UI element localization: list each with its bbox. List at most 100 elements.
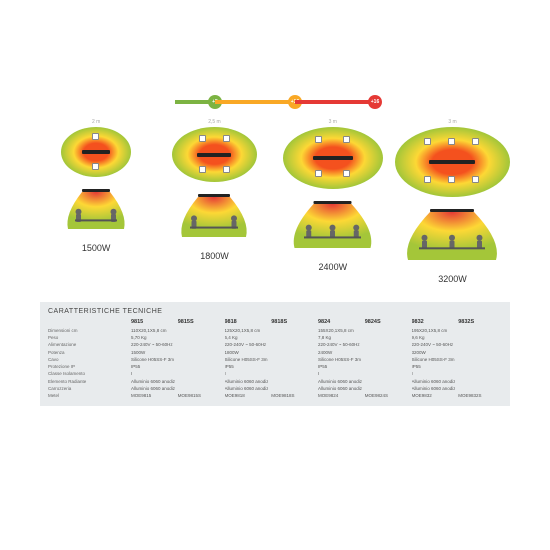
table-cell: [458, 379, 502, 385]
table-cell: [271, 328, 315, 334]
wattage-label: 1800W: [200, 251, 229, 261]
table-cell: [458, 364, 502, 370]
table-header: 9818: [225, 319, 269, 327]
table-cell: [271, 379, 315, 385]
chair-icon: [472, 138, 479, 145]
table-cell: 220-240V ~ 50-60Hz: [225, 342, 269, 348]
table-cell: 110X20,1X5,8 cm: [131, 328, 175, 334]
table-rowlabel: Classe Isolamento: [48, 371, 128, 377]
table-cell: [271, 350, 315, 356]
table-cell: [178, 379, 222, 385]
side-view: [61, 187, 131, 237]
side-view: [285, 199, 380, 256]
table-cell: 220-240V ~ 50-60Hz: [412, 342, 456, 348]
table-cell: 220-240V ~ 50-60Hz: [318, 342, 362, 348]
table-rowlabel: Dimensioni cm: [48, 328, 128, 334]
table-cell: 7,8 Kg: [318, 335, 362, 341]
table-cell: I: [131, 371, 175, 377]
chair-icon: [472, 176, 479, 183]
table-cell: MOE9832S: [458, 393, 502, 399]
chair-icon: [424, 176, 431, 183]
chair-icon: [315, 170, 322, 177]
table-cell: IP55: [131, 364, 175, 370]
chair-icon: [343, 170, 350, 177]
heat-oval: [172, 127, 257, 182]
diagram-column: 2,5 m 1800W: [158, 119, 270, 284]
table-cell: [178, 342, 222, 348]
table-header: 9832S: [458, 319, 502, 327]
table-cell: I: [318, 371, 362, 377]
table-cell: 195X20,1X5,8 cm: [412, 328, 456, 334]
legend-segment: +10: [215, 100, 295, 104]
table-header: 9815S: [178, 319, 222, 327]
table-header: 9815: [131, 319, 175, 327]
table-cell: Alluminio 6060 anodizzato: [318, 379, 362, 385]
table-cell: [178, 357, 222, 363]
diagram-column: 2 m 1500W: [40, 119, 152, 284]
table-cell: [458, 335, 502, 341]
chair-icon: [315, 136, 322, 143]
chair-icon: [92, 163, 99, 170]
table-cell: [178, 371, 222, 377]
table-cell: [365, 342, 409, 348]
wattage-label: 2400W: [319, 262, 348, 272]
wattage-label: 1500W: [82, 243, 111, 253]
table-cell: Silicone H05SS-F 3m: [412, 357, 456, 363]
table-cell: [48, 319, 128, 327]
table-rowlabel: Protezione IP: [48, 364, 128, 370]
dim-width: 3 m: [395, 119, 510, 125]
table-rowlabel: Potenza: [48, 350, 128, 356]
table-cell: IP55: [412, 364, 456, 370]
table-cell: [458, 350, 502, 356]
table-header: 9832: [412, 319, 456, 327]
table-cell: 3200W: [412, 350, 456, 356]
table-cell: I: [412, 371, 456, 377]
diagram-row: 2 m 1500W2,5 m 1800W3 m 2400W3 m 3200W: [40, 119, 510, 284]
table-cell: MOE9832: [412, 393, 456, 399]
top-view: 2,5 m: [172, 119, 257, 186]
dim-width: 2 m: [61, 119, 131, 125]
table-cell: [458, 386, 502, 392]
chair-icon: [448, 138, 455, 145]
table-rowlabel: Elemento Radiante: [48, 379, 128, 385]
table-cell: Alluminio 6060 anodizzato: [225, 379, 269, 385]
legend-segment: +5: [175, 100, 215, 104]
side-view: [174, 192, 254, 245]
top-view: 3 m: [395, 119, 510, 201]
table-cell: [271, 335, 315, 341]
chair-icon: [343, 136, 350, 143]
dim-width: 2,5 m: [172, 119, 257, 125]
table-cell: MOE9818: [225, 393, 269, 399]
table-cell: Alluminio 6060 anodizzato: [131, 379, 175, 385]
table-cell: Alluminio 6060 anodizzato: [131, 386, 175, 392]
table-cell: 9,6 Kg: [412, 335, 456, 341]
chair-icon: [92, 133, 99, 140]
table-cell: [178, 364, 222, 370]
diagram-column: 3 m 2400W: [277, 119, 389, 284]
table-cell: 155X20,1X5,8 cm: [318, 328, 362, 334]
table-cell: 6,4 Kg: [225, 335, 269, 341]
table-rowlabel: Carrozzeria: [48, 386, 128, 392]
table-rowlabel: Metel: [48, 393, 128, 399]
table-cell: IP55: [225, 364, 269, 370]
table-cell: [271, 386, 315, 392]
table-cell: 1500W: [131, 350, 175, 356]
chair-icon: [448, 176, 455, 183]
chair-icon: [199, 166, 206, 173]
legend-segment: +16: [295, 100, 375, 104]
table-cell: MOE9824: [318, 393, 362, 399]
table-cell: [178, 335, 222, 341]
table-cell: [271, 357, 315, 363]
table-cell: MOE9818S: [271, 393, 315, 399]
table-cell: [365, 364, 409, 370]
table-cell: Alluminio 6060 anodizzato: [318, 386, 362, 392]
table-rowlabel: Alimentazione: [48, 342, 128, 348]
spec-table: CARATTERISTICHE TECNICHE 98159815S981898…: [40, 302, 510, 406]
table-cell: 5,70 Kg: [131, 335, 175, 341]
heater-bar: [313, 156, 353, 160]
heater-bar: [82, 150, 110, 154]
top-view: 2 m: [61, 119, 131, 181]
table-cell: Silicone H05SS-F 3m: [318, 357, 362, 363]
table-cell: [365, 386, 409, 392]
table-grid: 98159815S98189818S98249824S98329832SDime…: [48, 319, 502, 400]
